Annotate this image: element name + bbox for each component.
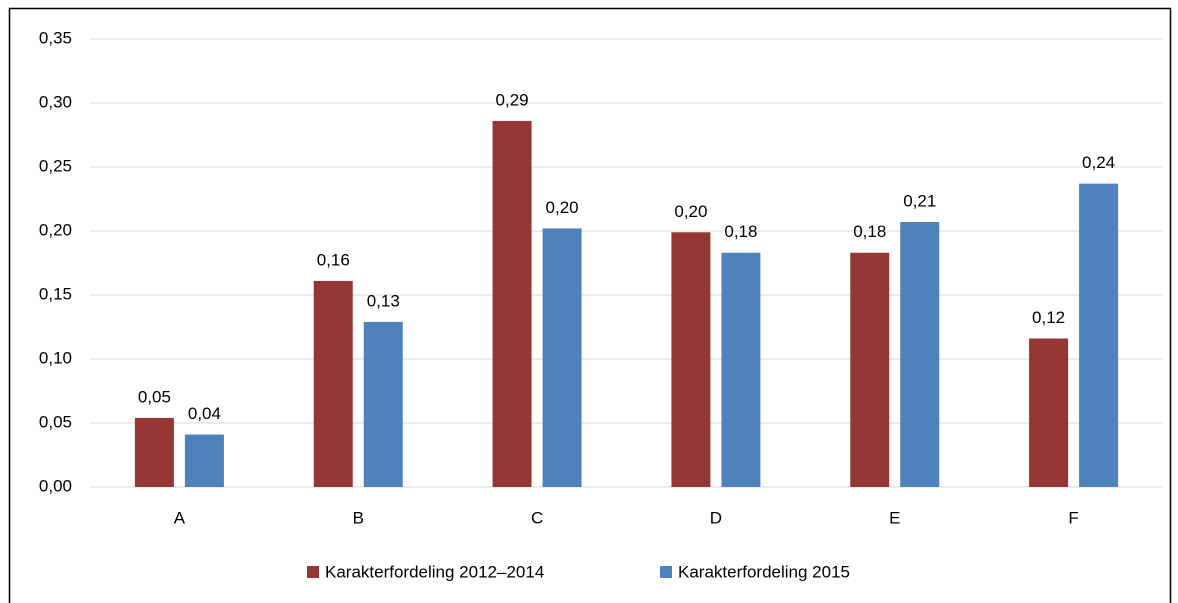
- y-tick-label: 0,25: [39, 156, 72, 175]
- bar: [1079, 183, 1119, 487]
- bar: [363, 321, 403, 487]
- value-label: 0,05: [138, 387, 171, 406]
- bar: [492, 120, 532, 488]
- value-label: 0,16: [317, 250, 350, 269]
- x-tick-label: A: [174, 508, 186, 527]
- bar: [850, 252, 890, 487]
- value-label: 0,12: [1032, 308, 1065, 327]
- value-label: 0,20: [546, 198, 579, 217]
- bar: [900, 222, 940, 488]
- bar: [134, 417, 174, 487]
- value-label: 0,18: [853, 222, 886, 241]
- y-tick-label: 0,15: [39, 284, 72, 303]
- value-label: 0,29: [496, 90, 529, 109]
- bar: [671, 232, 711, 487]
- x-tick-label: F: [1068, 508, 1078, 527]
- bar: [184, 434, 224, 487]
- legend-swatch: [307, 566, 319, 578]
- value-label: 0,20: [674, 202, 707, 221]
- y-tick-label: 0,05: [39, 412, 72, 431]
- x-tick-label: D: [710, 508, 722, 527]
- y-tick-label: 0,30: [39, 92, 72, 111]
- bar: [313, 280, 353, 487]
- value-label: 0,24: [1082, 153, 1115, 172]
- x-tick-label: C: [531, 508, 543, 527]
- y-tick-label: 0,00: [39, 476, 72, 495]
- x-tick-label: E: [889, 508, 900, 527]
- legend-label: Karakterfordeling 2015: [678, 562, 850, 581]
- y-tick-label: 0,20: [39, 220, 72, 239]
- value-label: 0,21: [903, 192, 936, 211]
- bar: [542, 228, 582, 487]
- x-tick-label: B: [353, 508, 364, 527]
- y-tick-label: 0,10: [39, 348, 72, 367]
- legend-swatch: [660, 566, 672, 578]
- y-tick-label: 0,35: [39, 28, 72, 47]
- value-label: 0,18: [724, 222, 757, 241]
- legend-label: Karakterfordeling 2012–2014: [325, 562, 544, 581]
- chart-frame: [8, 7, 1172, 603]
- bar: [721, 252, 761, 487]
- value-label: 0,04: [188, 404, 221, 423]
- value-label: 0,13: [367, 291, 400, 310]
- bar: [1029, 338, 1069, 487]
